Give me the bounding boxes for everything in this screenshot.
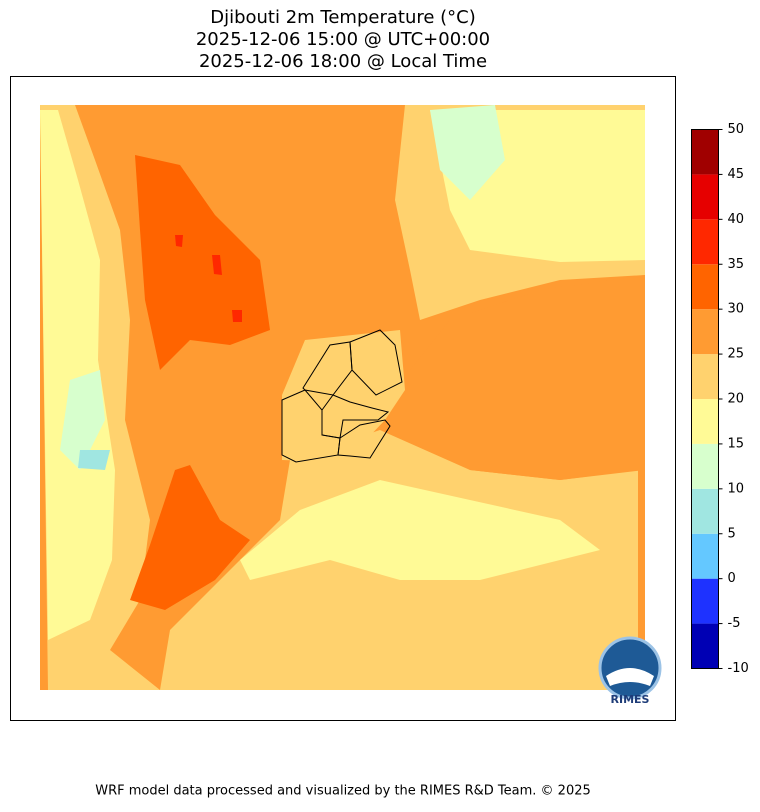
colorbar-tick-label: 15 (728, 436, 745, 451)
logo-wave (606, 668, 654, 686)
field-region (410, 275, 645, 480)
field-region (282, 330, 405, 462)
colorbar-tick-label: 10 (728, 481, 745, 496)
colorbar-bin (691, 354, 719, 399)
field-region (78, 450, 110, 470)
colorbar-tick-label: 35 (728, 257, 745, 272)
field-region (240, 480, 600, 580)
colorbar-tick-label: 25 (728, 347, 745, 362)
colorbar-bin (691, 533, 719, 579)
colorbar-tick-label: -10 (728, 661, 749, 676)
borders (281, 329, 403, 463)
logo: RIMES (598, 636, 662, 706)
field-region (60, 370, 105, 470)
colorbar-bin (691, 309, 719, 355)
colorbar-tick-label: 20 (728, 392, 745, 407)
colorbar-bin (691, 174, 719, 220)
colorbar-tick-label: 0 (728, 571, 736, 586)
field-region (430, 105, 505, 200)
colorbar-tick-label: 50 (728, 122, 745, 137)
admin-border (349, 329, 403, 396)
colorbar-bin (691, 129, 719, 175)
colorbar-bin (691, 443, 719, 489)
colorbar-tick-label: 5 (728, 526, 736, 541)
colorbar-tick-label: 30 (728, 302, 745, 317)
colorbar-bin (691, 219, 719, 265)
field-region (130, 465, 250, 610)
colorbar-tick-label: 45 (728, 167, 745, 182)
title-line: 2025-12-06 15:00 @ UTC+00:00 (196, 29, 490, 50)
colorbar-bin (691, 399, 719, 444)
admin-border (321, 394, 390, 439)
logo-text: RIMES (611, 693, 650, 706)
colorbar-bin (691, 264, 719, 310)
admin-border (337, 419, 391, 459)
temperature-field (40, 105, 645, 690)
title-line: Djibouti 2m Temperature (°C) (210, 7, 476, 28)
field-region (175, 235, 242, 322)
colorbar-bin (691, 623, 719, 669)
colorbar: -10 -5 0 5 10 15 20 25 30 35 40 45 50 (691, 122, 749, 676)
colorbar-tick-label: 40 (728, 212, 745, 227)
colorbar-bin (691, 488, 719, 534)
footer: WRF model data processed and visualized … (95, 784, 591, 799)
colorbar-frame (691, 129, 719, 669)
colorbar-bin (691, 578, 719, 624)
colorbar-tick-label: -5 (728, 616, 741, 631)
field-region (40, 110, 115, 640)
title-line: 2025-12-06 18:00 @ Local Time (199, 51, 487, 72)
